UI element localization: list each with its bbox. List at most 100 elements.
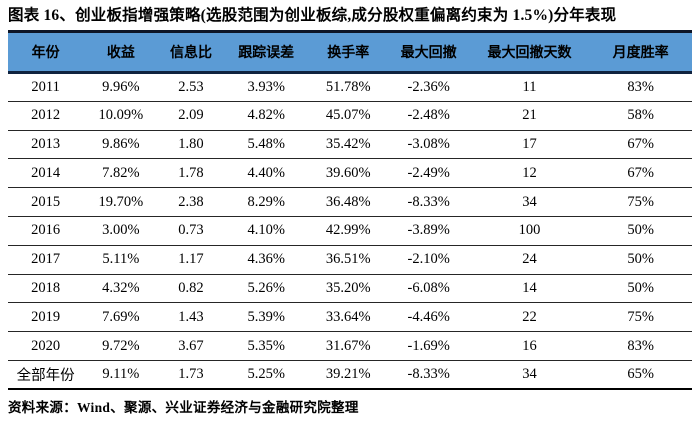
table-cell: 2018 [31,279,61,296]
column-header: 最大回撤 [400,46,457,61]
table-cell: 34 [522,366,537,383]
table-cell: 7.69% [102,308,140,325]
table-cell: -2.49% [407,164,450,181]
table-row: 2014 7.82% 1.78 4.40% 39.60% -2.49% 12 67% [8,159,692,188]
table-cell: 31.67% [325,337,371,354]
table-cell: 36.48% [325,193,371,210]
table-row: 2019 7.69% 1.43 5.39% 33.64% -4.46% 22 75% [8,303,692,332]
table-cell: 67% [627,135,654,152]
table-row: 2012 10.09% 2.09 4.82% 45.07% -2.48% 21 58% [8,101,692,131]
table-cell: 2016 [31,222,61,239]
table-cell: -2.36% [407,78,450,95]
table-cell: 33.64% [325,308,371,325]
table-cell: 50% [627,222,654,239]
table-cell: 4.10% [247,222,285,239]
table-body: 2011 9.96% 2.53 3.93% 51.78% -2.36% 11 83% 2012 1… [8,73,692,390]
table-cell: -8.33% [407,193,450,210]
table-cell: 51.78% [325,78,371,95]
table-cell: -1.69% [407,337,450,354]
table-cell: 8.29% [247,193,285,210]
table-cell: 16 [522,337,537,354]
table-cell: 9.96% [102,78,140,95]
table-cell: 21 [522,107,537,124]
table-cell: 4.32% [102,279,140,296]
table-row: 2017 5.11% 1.17 4.36% 36.51% -2.10% 24 50% [8,245,692,275]
column-header: 收益 [106,46,135,61]
header-row: 年份 收益 信息比 跟踪误差 换手率 最大回撤 最大回撤天数 月度胜率 [8,31,692,73]
column-header: 换手率 [327,46,370,61]
table-cell: 2015 [31,193,61,210]
table-cell: -4.46% [407,308,450,325]
table-cell: -2.48% [407,107,450,124]
table-cell: 34 [522,193,537,210]
table-cell: 2.38 [178,193,204,210]
column-header: 最大回撤天数 [487,46,572,61]
table-row: 全部年份 9.11% 1.73 5.25% 39.21% -8.33% 34 65% [8,360,692,390]
table-cell: 3.93% [247,78,285,95]
table-cell: 17 [522,135,537,152]
table-cell: 0.82 [178,279,204,296]
table-cell: 1.17 [178,251,204,268]
table-row: 2020 9.72% 3.67 5.35% 31.67% -1.69% 16 83% [8,332,692,361]
table-cell: 36.51% [325,251,371,268]
table-cell: -8.33% [407,366,450,383]
table-cell: 2014 [31,164,61,181]
table-cell: 83% [627,337,654,354]
table-cell: 50% [627,279,654,296]
table-cell: 35.20% [325,279,371,296]
table-cell: 24 [522,251,537,268]
source-note: 资料来源：Wind、聚源、兴业证券经济与金融研究院整理 [8,400,359,416]
table-cell: -6.08% [407,279,450,296]
table-cell: 5.48% [247,135,285,152]
table-cell: 7.82% [102,164,140,181]
table-cell: 9.72% [102,337,140,354]
table-cell: 3.67 [178,337,204,354]
table-cell: 50% [627,251,654,268]
table-cell: 2020 [31,337,61,354]
table-cell: 9.11% [102,366,140,383]
table-cell: 42.99% [325,222,371,239]
table-cell: -3.89% [407,222,450,239]
table-cell: 2017 [31,251,61,268]
table-cell: 5.39% [247,308,285,325]
table-cell: 75% [627,308,654,325]
table-cell: -2.10% [407,251,450,268]
table-cell: 39.21% [325,366,371,383]
table-cell: 1.78 [178,164,204,181]
table-cell: 11 [522,78,537,95]
performance-table: 年份 收益 信息比 跟踪误差 换手率 最大回撤 最大回撤天数 月度胜率 2011 9.96% 2.… [8,30,692,390]
table-cell: 4.36% [247,251,285,268]
table-cell: 全部年份 [16,368,75,385]
table-cell: 58% [627,107,654,124]
column-header: 跟踪误差 [238,46,295,61]
table-cell: 2012 [31,107,61,124]
table-cell: 12 [522,164,537,181]
table-cell: 100 [518,222,541,239]
table-cell: 0.73 [178,222,204,239]
table-cell: 67% [627,164,654,181]
table-cell: 2019 [31,308,61,325]
table-cell: -3.08% [407,135,450,152]
table-header: 年份 收益 信息比 跟踪误差 换手率 最大回撤 最大回撤天数 月度胜率 [8,31,692,73]
table-cell: 2011 [31,78,60,95]
table-row: 2016 3.00% 0.73 4.10% 42.99% -3.89% 100 50% [8,216,692,246]
table-row: 2015 19.70% 2.38 8.29% 36.48% -8.33% 34 75% [8,188,692,217]
table-cell: 5.35% [247,337,285,354]
table-cell: 39.60% [325,164,371,181]
table-cell: 4.82% [247,107,285,124]
table-cell: 19.70% [98,193,144,210]
column-header: 信息比 [169,46,212,61]
table-cell: 45.07% [325,107,371,124]
table-cell: 10.09% [98,107,144,124]
column-header: 月度胜率 [612,46,669,61]
table-cell: 4.40% [247,164,285,181]
table-cell: 2013 [31,135,61,152]
table-cell: 65% [627,366,654,383]
table-cell: 83% [627,78,654,95]
table-cell: 5.26% [247,279,285,296]
table-cell: 9.86% [102,135,140,152]
table-cell: 35.42% [325,135,371,152]
table-cell: 5.11% [102,251,140,268]
table-cell: 1.80 [178,135,204,152]
